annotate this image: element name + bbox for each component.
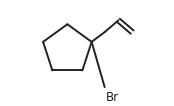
Text: Br: Br [106,91,119,104]
